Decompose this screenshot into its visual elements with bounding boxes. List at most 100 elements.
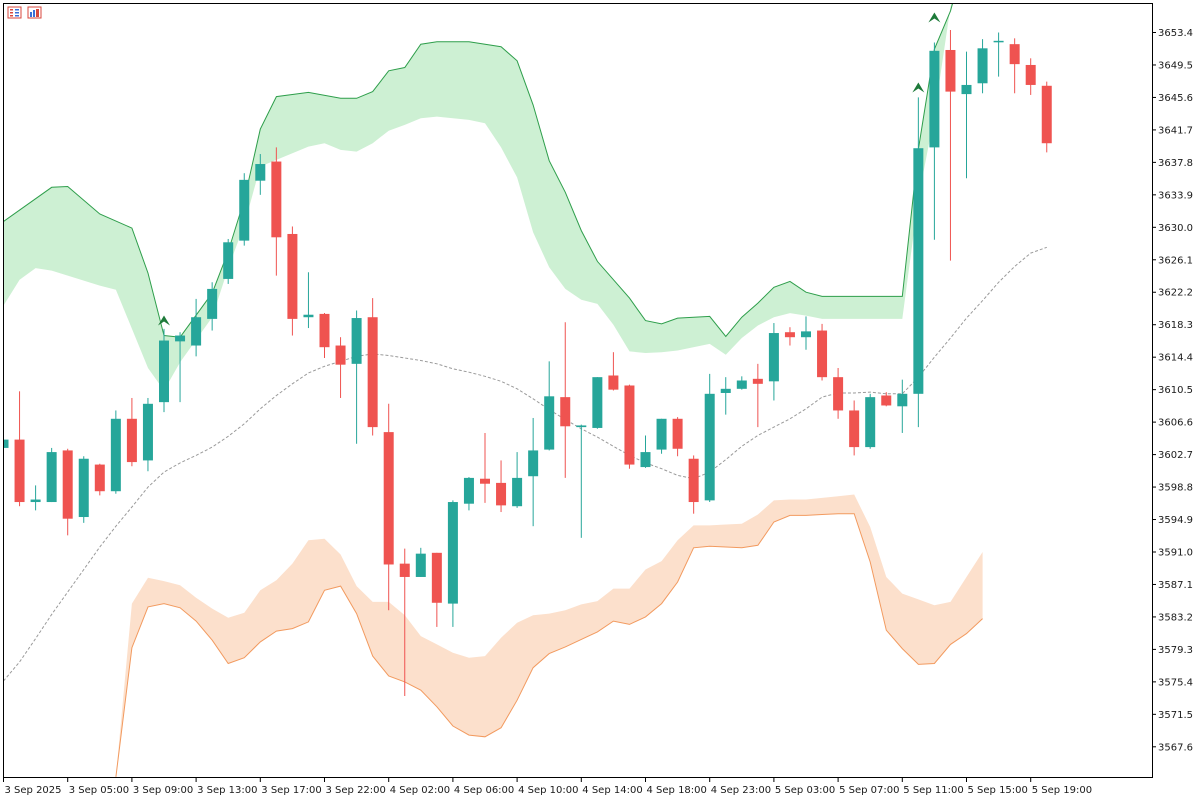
candle <box>801 316 811 350</box>
x-tick-label: 3 Sep 2025 <box>5 785 62 796</box>
signal-arrow-icon <box>912 82 925 93</box>
candle-body <box>415 553 426 577</box>
candle-body <box>720 388 731 393</box>
lower-band <box>115 494 983 777</box>
candle-body <box>833 377 844 411</box>
candle-body <box>94 464 105 492</box>
y-tick-label: 3614.4 <box>1158 353 1193 364</box>
candle <box>415 547 426 577</box>
x-tick-label: 4 Sep 02:00 <box>390 785 450 796</box>
candle <box>351 310 362 444</box>
candle-body <box>512 477 523 507</box>
y-tick-label: 3579.3 <box>1158 645 1193 656</box>
y-tick-label: 3587.1 <box>1158 580 1193 591</box>
y-tick-label: 3594.9 <box>1158 515 1193 526</box>
candle <box>752 363 763 428</box>
candle-body <box>640 452 651 468</box>
x-tick-label: 5 Sep 15:00 <box>968 785 1028 796</box>
candle <box>287 226 298 336</box>
signal-arrow-icon <box>928 12 941 23</box>
candle-body <box>30 499 41 503</box>
candle <box>30 485 41 511</box>
candle <box>1009 38 1020 94</box>
candle <box>191 298 202 357</box>
candle-body <box>993 40 1004 43</box>
candle <box>624 384 635 469</box>
y-tick-label: 3591.0 <box>1158 547 1193 558</box>
candle <box>1041 81 1052 153</box>
candle <box>175 332 186 403</box>
candle <box>4 439 9 448</box>
x-tick-label: 4 Sep 14:00 <box>582 785 642 796</box>
candle-body <box>817 330 828 378</box>
toolbar <box>7 6 42 19</box>
candle <box>945 30 956 261</box>
candle-body <box>929 50 940 148</box>
candle <box>544 361 555 451</box>
candle-body <box>383 432 394 565</box>
candle-body <box>351 318 362 364</box>
candle-body <box>576 425 587 428</box>
candle <box>335 337 346 398</box>
x-tick-label: 3 Sep 22:00 <box>326 785 386 796</box>
candle <box>849 400 860 456</box>
y-axis: 3653.4 3649.5 3645.6 3641.7 3637.8 3633.9 3630… <box>1152 28 1193 753</box>
y-tick-label: 3606.6 <box>1158 418 1193 429</box>
x-axis: 3 Sep 2025 3 Sep 05:00 3 Sep 09:00 3 Sep 13… <box>3 777 1092 796</box>
y-tick-label: 3598.8 <box>1158 483 1193 494</box>
candle <box>496 460 507 513</box>
candle <box>913 97 924 428</box>
candle <box>223 238 234 284</box>
candle <box>14 391 25 507</box>
candle-body <box>287 233 298 319</box>
candle-body <box>865 397 876 448</box>
signal-arrows <box>158 12 941 326</box>
x-tick-label: 4 Sep 06:00 <box>454 785 514 796</box>
candle-body <box>480 478 490 484</box>
candle-body <box>1009 44 1020 65</box>
candle-body <box>335 345 346 365</box>
candle-body <box>78 458 89 518</box>
candle-body <box>704 393 715 501</box>
candle-body <box>752 378 763 384</box>
candle-body <box>4 439 9 448</box>
candle-body <box>961 84 972 95</box>
upper-band-line <box>4 4 953 338</box>
candle <box>94 463 105 496</box>
y-tick-label: 3602.7 <box>1158 450 1193 461</box>
candle <box>977 39 988 94</box>
x-tick-label: 3 Sep 05:00 <box>69 785 129 796</box>
y-tick-label: 3575.4 <box>1158 677 1193 688</box>
candles <box>4 30 1052 697</box>
candle-body <box>303 314 314 318</box>
candle-body <box>223 242 234 279</box>
candle <box>126 397 137 467</box>
candle-body <box>319 313 330 348</box>
candle <box>961 51 972 179</box>
y-tick-label: 3641.7 <box>1158 125 1193 136</box>
candle <box>672 417 683 457</box>
y-tick-label: 3622.2 <box>1158 288 1193 299</box>
candle-body <box>624 385 635 465</box>
candle <box>736 376 747 390</box>
candle <box>62 448 73 536</box>
upper-band-fill <box>4 4 953 391</box>
candle <box>720 377 731 415</box>
chart-shift-icon[interactable] <box>27 6 42 19</box>
candle-body <box>801 331 811 338</box>
candle-body <box>496 482 507 506</box>
candle-body <box>897 393 908 407</box>
candle-body <box>977 48 988 84</box>
candle <box>1025 58 1036 95</box>
candle-body <box>239 179 250 241</box>
candle-body <box>126 418 137 463</box>
candle-body <box>784 332 795 338</box>
upper-band <box>4 4 953 391</box>
candle-body <box>881 395 892 406</box>
candle-body <box>159 340 169 403</box>
candle <box>576 424 587 538</box>
x-tick-label: 5 Sep 11:00 <box>903 785 963 796</box>
y-tick-label: 3626.1 <box>1158 255 1193 266</box>
data-window-icon[interactable] <box>7 6 22 19</box>
